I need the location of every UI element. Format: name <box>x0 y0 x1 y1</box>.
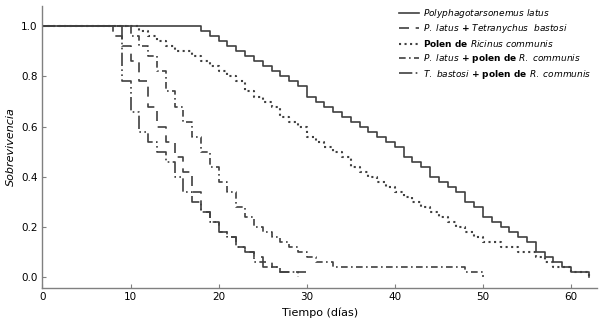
Legend: $\mathit{Polyphagotarsonemus\ latus}$, $\mathit{P.\ latus}$ + $\mathit{Tetranych: $\mathit{Polyphagotarsonemus\ latus}$, $… <box>397 5 593 82</box>
X-axis label: Tiempo (días): Tiempo (días) <box>282 308 358 318</box>
Y-axis label: Sobrevivencia: Sobrevivencia <box>5 107 16 186</box>
